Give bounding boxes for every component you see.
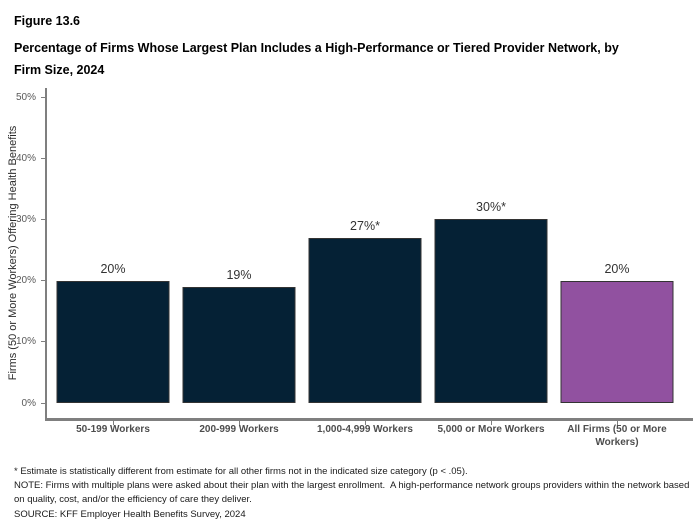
y-axis-line <box>45 88 47 421</box>
bar-value-label: 20% <box>100 261 126 276</box>
xtick-label: 50-199 Workers <box>76 424 150 435</box>
bar-value-label: 20% <box>604 261 630 276</box>
plot-area: 20% 19% 27%* 30%* 20% <box>50 88 680 418</box>
figure-number: Figure 13.6 <box>14 14 80 28</box>
y-axis-ticks: 0% 10% 20% 30% 40% 50% <box>0 88 45 418</box>
bar <box>308 237 422 403</box>
footnote-source: SOURCE: KFF Employer Health Benefits Sur… <box>14 508 246 520</box>
x-axis-line <box>45 418 693 421</box>
bar <box>434 219 548 403</box>
xtick-label: All Firms (50 or More Workers) <box>567 424 667 448</box>
xtick-label: 200-999 Workers <box>199 424 279 435</box>
ytick-label: 0% <box>21 397 36 409</box>
xtick-mark <box>365 421 366 425</box>
ytick-label: 10% <box>15 336 36 348</box>
footnote-significance: * Estimate is statistically different fr… <box>14 466 468 477</box>
bar <box>182 286 296 403</box>
ytick-label: 40% <box>15 152 36 164</box>
ytick-label: 20% <box>15 275 36 287</box>
ytick-mark <box>41 402 45 404</box>
xtick-mark <box>491 421 492 425</box>
footnote-note: NOTE: Firms with multiple plans were ask… <box>14 480 692 506</box>
bar-value-label: 19% <box>226 267 252 282</box>
bar <box>560 280 674 403</box>
ytick-mark <box>41 157 45 159</box>
ytick-label: 50% <box>15 91 36 103</box>
xtick-mark <box>239 421 240 425</box>
xtick-mark <box>113 421 114 425</box>
ytick-mark <box>41 280 45 282</box>
xtick-label: 1,000-4,999 Workers <box>317 424 413 435</box>
bar <box>56 280 170 403</box>
ytick-mark <box>41 218 45 220</box>
xtick-mark <box>617 421 618 425</box>
bar-value-label: 27%* <box>350 218 380 233</box>
bar-slot: 27%* <box>302 88 428 418</box>
ytick-mark <box>41 96 45 98</box>
bar-value-label: 30%* <box>476 200 506 215</box>
xtick-label: 5,000 or More Workers <box>437 424 545 435</box>
bar-slot: 19% <box>176 88 302 418</box>
bar-slot: 30%* <box>428 88 554 418</box>
ytick-mark <box>41 341 45 343</box>
bar-slot: 20% <box>554 88 680 418</box>
bar-slot: 20% <box>50 88 176 418</box>
figure-title: Percentage of Firms Whose Largest Plan I… <box>14 41 619 77</box>
ytick-label: 30% <box>15 213 36 225</box>
footnotes: * Estimate is statistically different fr… <box>14 465 692 522</box>
